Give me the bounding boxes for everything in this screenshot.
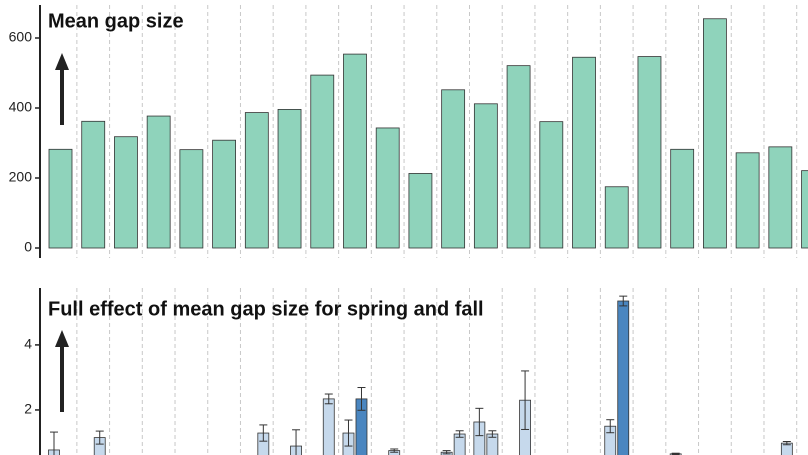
error-bar [50, 431, 58, 455]
error-bar [455, 430, 464, 438]
bar [81, 120, 106, 249]
bar [375, 127, 400, 249]
y-tick-label: 400 [9, 99, 33, 115]
y-tick-label: 4 [24, 336, 32, 352]
bar [114, 136, 138, 249]
bar [244, 112, 269, 249]
bar [539, 121, 564, 249]
error-bar [488, 430, 497, 438]
bar [703, 18, 727, 249]
panel-title: Full effect of mean gap size for spring … [48, 298, 484, 320]
bar [322, 398, 335, 455]
bar [604, 186, 629, 249]
bar [801, 170, 808, 249]
bar [146, 115, 171, 249]
error-bar [782, 441, 791, 446]
bar [572, 56, 596, 249]
bar [441, 89, 466, 249]
error-bar [324, 393, 333, 405]
bar [310, 74, 335, 249]
y-tick-label: 600 [9, 29, 33, 45]
error-bar [95, 430, 104, 445]
bar [735, 152, 760, 249]
bar [48, 148, 73, 249]
marks [48, 18, 808, 455]
bar [408, 173, 433, 249]
error-bar [475, 407, 484, 437]
bar [277, 109, 302, 249]
arrow [55, 330, 69, 412]
error-bar [357, 387, 366, 411]
grid [76, 5, 798, 455]
error-bar [390, 448, 399, 453]
bar [506, 65, 531, 249]
bar [637, 56, 662, 249]
y-tick-label: 2 [24, 401, 32, 417]
bar [670, 148, 695, 249]
error-bar [606, 419, 615, 434]
error-bar [259, 424, 268, 442]
error-bar [344, 419, 353, 447]
panel-title: Mean gap size [48, 10, 184, 32]
error-bar [619, 295, 628, 307]
bar [473, 103, 498, 249]
error-bar [442, 450, 451, 455]
error-bar [292, 429, 301, 455]
error-bar [521, 370, 530, 430]
arrow [55, 53, 69, 125]
bar [343, 53, 367, 249]
y-tick-label: 0 [24, 239, 32, 255]
y-tick-label: 200 [9, 169, 33, 185]
bar [768, 146, 793, 249]
bar [179, 149, 204, 249]
bar [617, 300, 630, 455]
bar [212, 139, 237, 249]
